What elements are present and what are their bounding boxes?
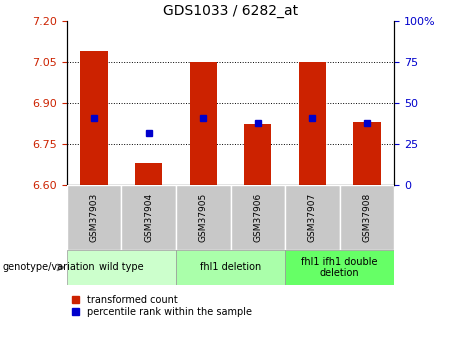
Text: genotype/variation: genotype/variation bbox=[2, 263, 95, 272]
Bar bbox=[244, 125, 272, 185]
Bar bbox=[81, 51, 108, 185]
Bar bbox=[135, 163, 162, 185]
Bar bbox=[230, 185, 285, 250]
Bar bbox=[67, 185, 121, 250]
Bar bbox=[176, 185, 230, 250]
Bar bbox=[189, 62, 217, 185]
Bar bbox=[285, 185, 340, 250]
Title: GDS1033 / 6282_at: GDS1033 / 6282_at bbox=[163, 4, 298, 18]
Bar bbox=[121, 185, 176, 250]
Text: GSM37904: GSM37904 bbox=[144, 193, 153, 242]
Text: wild type: wild type bbox=[99, 263, 144, 272]
Text: fhl1 deletion: fhl1 deletion bbox=[200, 263, 261, 272]
Bar bbox=[176, 250, 285, 285]
Text: GSM37905: GSM37905 bbox=[199, 193, 208, 242]
Bar bbox=[299, 62, 326, 185]
Text: GSM37907: GSM37907 bbox=[308, 193, 317, 242]
Text: GSM37903: GSM37903 bbox=[89, 193, 99, 242]
Text: GSM37908: GSM37908 bbox=[362, 193, 372, 242]
Legend: transformed count, percentile rank within the sample: transformed count, percentile rank withi… bbox=[72, 295, 252, 317]
Bar bbox=[353, 122, 380, 185]
Bar bbox=[285, 250, 394, 285]
Text: fhl1 ifh1 double
deletion: fhl1 ifh1 double deletion bbox=[301, 257, 378, 278]
Bar bbox=[340, 185, 394, 250]
Bar bbox=[67, 250, 176, 285]
Text: GSM37906: GSM37906 bbox=[253, 193, 262, 242]
